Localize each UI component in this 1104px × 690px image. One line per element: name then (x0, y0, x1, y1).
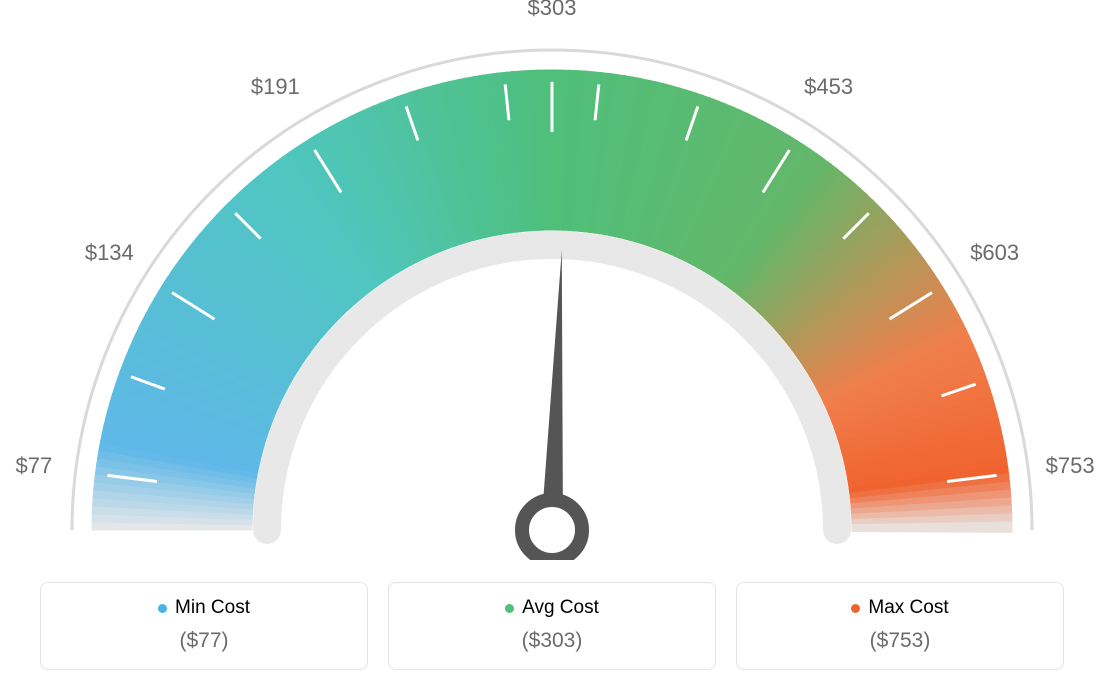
gauge-scale-label: $77 (16, 453, 53, 479)
legend-value-max: ($753) (747, 629, 1053, 653)
gauge: $77 $134 $191 $303 $453 $603 $753 (0, 0, 1104, 560)
gauge-scale-label: $753 (1046, 453, 1095, 479)
gauge-scale-label: $603 (970, 240, 1019, 266)
legend-dot-avg (505, 604, 514, 613)
gauge-needle (541, 250, 563, 530)
legend-dot-min (158, 604, 167, 613)
legend-dot-max (851, 604, 860, 613)
legend-card-avg: Avg Cost ($303) (388, 582, 716, 670)
legend-value-avg: ($303) (399, 629, 705, 653)
legend-label-max: Max Cost (868, 597, 948, 619)
legend-title-max: Max Cost (851, 597, 948, 619)
legend-value-min: ($77) (51, 629, 357, 653)
legend-title-min: Min Cost (158, 597, 250, 619)
gauge-scale-label: $191 (251, 74, 300, 100)
legend-row: Min Cost ($77) Avg Cost ($303) Max Cost … (0, 582, 1104, 670)
legend-label-avg: Avg Cost (522, 597, 599, 619)
gauge-needle-hub (522, 500, 582, 560)
legend-card-min: Min Cost ($77) (40, 582, 368, 670)
legend-title-avg: Avg Cost (505, 597, 599, 619)
gauge-scale-label: $303 (528, 0, 577, 21)
legend-card-max: Max Cost ($753) (736, 582, 1064, 670)
legend-label-min: Min Cost (175, 597, 250, 619)
gauge-scale-label: $134 (85, 240, 134, 266)
gauge-scale-label: $453 (804, 74, 853, 100)
gauge-svg (0, 0, 1104, 560)
chart-container: $77 $134 $191 $303 $453 $603 $753 Min Cost ($7… (0, 0, 1104, 690)
